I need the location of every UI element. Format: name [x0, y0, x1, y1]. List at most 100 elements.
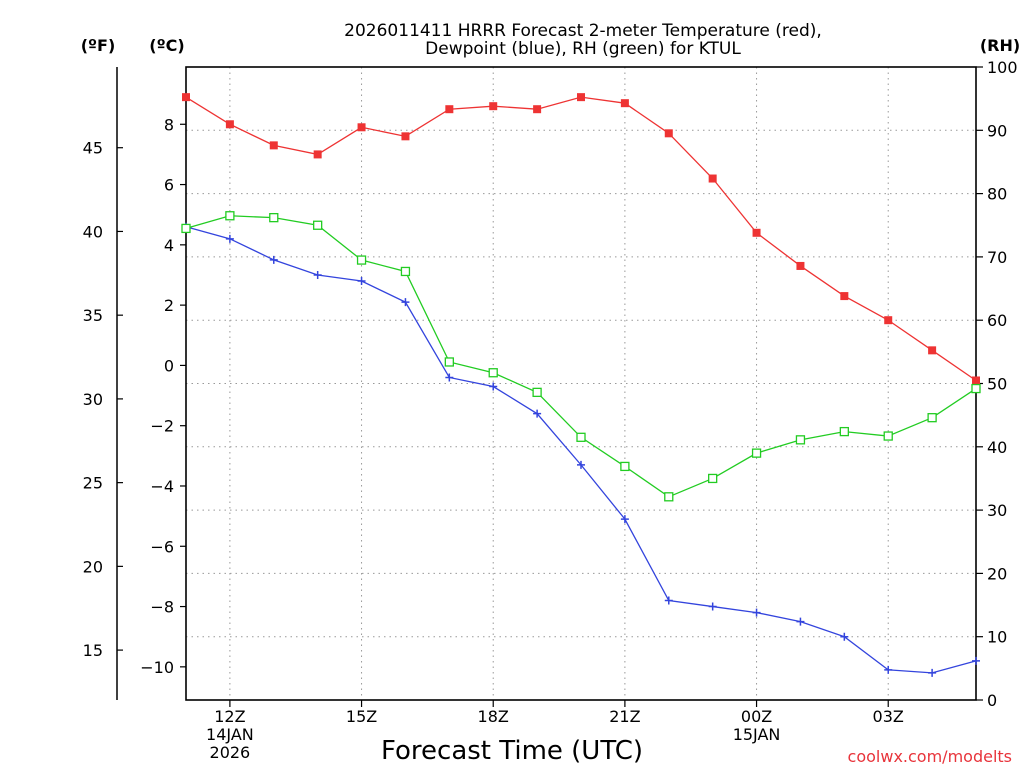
dewpoint-point — [620, 515, 629, 524]
dewpoint-point — [445, 373, 454, 382]
celsius-tick-label: −4 — [150, 477, 174, 496]
relative-humidity-point — [620, 461, 630, 472]
rh-tick-label: 30 — [987, 501, 1007, 520]
rh-unit-label: (RH) — [980, 36, 1020, 55]
x-tick-label: 12Z — [214, 707, 245, 726]
celsius-tick-label: −10 — [140, 658, 174, 677]
2-meter-temperature-point — [313, 150, 322, 159]
relative-humidity-point — [269, 213, 279, 223]
2-meter-temperature-point — [445, 105, 454, 114]
dewpoint-point — [928, 668, 937, 677]
dewpoint-point — [708, 602, 717, 611]
celsius-tick-label: 2 — [164, 296, 174, 315]
celsius-tick-label: 4 — [164, 236, 174, 255]
relative-humidity-point — [532, 387, 542, 398]
relative-humidity-point — [444, 357, 454, 367]
fahrenheit-tick-label: 35 — [83, 306, 103, 325]
chart-title-line2: Dewpoint (blue), RH (green) for KTUL — [425, 39, 741, 59]
2-meter-temperature-point — [796, 261, 805, 270]
relative-humidity-point — [181, 223, 191, 234]
2-meter-temperature-point — [533, 105, 542, 114]
2-meter-temperature-point — [489, 102, 498, 111]
celsius-tick-label: 8 — [164, 115, 174, 134]
dewpoint-point — [533, 409, 542, 418]
dewpoint-point — [357, 277, 366, 286]
rh-tick-label: 80 — [987, 185, 1007, 204]
dewpoint-point — [313, 270, 322, 279]
rh-tick-label: 0 — [987, 691, 997, 710]
x-tick-label: 21Z — [609, 707, 640, 726]
rh-tick-label: 60 — [987, 311, 1007, 330]
relative-humidity-point — [751, 448, 762, 458]
relative-humidity-point — [839, 426, 849, 437]
2-meter-temperature-point — [928, 346, 937, 355]
relative-humidity-point — [400, 266, 411, 277]
relative-humidity-point — [576, 432, 586, 442]
x-tick-label: 00Z — [741, 707, 772, 726]
celsius-tick-label: 0 — [164, 356, 174, 375]
grid-lines — [186, 67, 976, 700]
dewpoint-point — [269, 255, 278, 264]
dewpoint-point — [401, 298, 410, 307]
relative-humidity-point — [927, 413, 937, 423]
relative-humidity-point — [708, 473, 718, 484]
2-meter-temperature-point — [269, 141, 278, 150]
dewpoint-point — [752, 608, 761, 617]
fahrenheit-unit-label: (ºF) — [81, 36, 116, 55]
dewpoint-point — [796, 617, 805, 626]
2-meter-temperature-point — [972, 376, 980, 385]
axes: 100908070605040302010086420−2−4−6−8−1045… — [83, 58, 1018, 710]
2-meter-temperature-point — [182, 93, 190, 102]
rh-tick-label: 100 — [987, 58, 1018, 77]
dewpoint-line — [185, 226, 977, 674]
celsius-tick-label: −2 — [150, 417, 174, 436]
dewpoint-point — [884, 665, 893, 674]
relative-humidity-point — [356, 255, 367, 265]
x-tick-label: 14JAN — [206, 725, 254, 744]
rh-tick-label: 10 — [987, 628, 1007, 647]
dewpoint-point — [489, 382, 498, 391]
dewpoint-point — [972, 656, 980, 665]
rh-tick-label: 70 — [987, 248, 1007, 267]
rh-tick-label: 50 — [987, 375, 1007, 394]
chart-title-line1: 2026011411 HRRR Forecast 2-meter Tempera… — [344, 21, 822, 41]
2-meter-temperature-point — [884, 316, 893, 325]
celsius-tick-label: −8 — [150, 598, 174, 617]
celsius-unit-label: (ºC) — [149, 36, 184, 55]
dewpoint-point — [840, 632, 849, 641]
2-meter-temperature-point — [664, 129, 673, 138]
2-meter-temperature-point — [577, 93, 585, 102]
x-tick-label: 15JAN — [733, 725, 781, 744]
rh-tick-label: 20 — [987, 564, 1007, 583]
2-meter-temperature-point — [708, 174, 717, 183]
2-meter-temperature-point — [225, 120, 234, 129]
2-meter-temperature-point — [840, 292, 849, 301]
fahrenheit-tick-label: 15 — [83, 641, 103, 660]
relative-humidity-point — [225, 211, 235, 221]
rh-tick-label: 90 — [987, 121, 1007, 140]
dewpoint-point — [664, 596, 673, 605]
fahrenheit-tick-label: 40 — [83, 222, 103, 241]
dewpoint-point — [225, 234, 234, 243]
relative-humidity-point — [313, 220, 323, 230]
x-tick-label: 2026 — [210, 743, 251, 762]
2-meter-temperature-point — [752, 228, 761, 237]
x-tick-label: 15Z — [346, 707, 377, 726]
relative-humidity-point — [883, 431, 893, 441]
x-axis-label: Forecast Time (UTC) — [381, 736, 643, 766]
2-meter-temperature-point — [357, 123, 366, 132]
dewpoint-point — [577, 460, 585, 469]
2-meter-temperature-point — [620, 99, 629, 108]
2-meter-temperature-line — [185, 96, 977, 382]
celsius-tick-label: −6 — [150, 537, 174, 556]
relative-humidity-point — [664, 492, 674, 502]
fahrenheit-tick-label: 25 — [83, 474, 103, 493]
relative-humidity-line — [185, 215, 977, 498]
x-tick-label: 18Z — [478, 707, 509, 726]
2-meter-temperature-point — [401, 132, 410, 141]
fahrenheit-tick-label: 45 — [83, 139, 103, 158]
relative-humidity-point — [971, 383, 981, 394]
fahrenheit-tick-label: 30 — [83, 390, 103, 409]
